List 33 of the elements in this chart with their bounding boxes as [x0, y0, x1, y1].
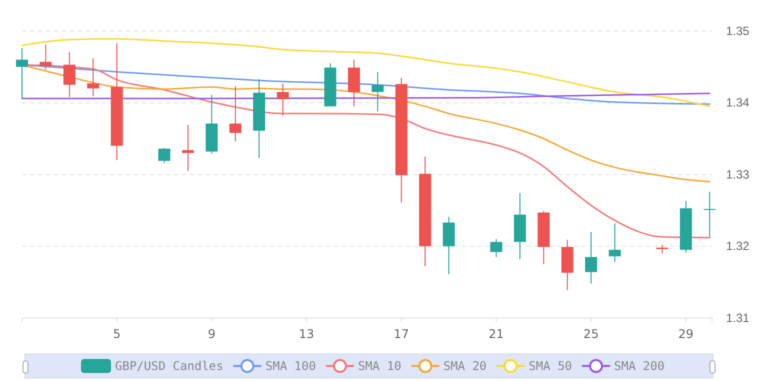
candlestick [87, 58, 100, 97]
candlestick [585, 231, 598, 284]
x-tick-label: 5 [113, 327, 121, 342]
y-tick-label: 1.35 [726, 24, 750, 38]
y-tick-label: 1.32 [726, 239, 750, 254]
candlestick [40, 44, 52, 70]
x-tick-label: 25 [583, 327, 599, 342]
candlestick [490, 238, 502, 258]
x-tick-label: 29 [678, 327, 694, 342]
candlestick [158, 147, 170, 164]
x-tick-label: 21 [488, 327, 504, 342]
candlestick [229, 86, 242, 142]
x-tick-label: 13 [298, 327, 314, 342]
y-tick-label: 1.33 [726, 167, 750, 182]
candlestick [608, 222, 621, 263]
candlestick [16, 48, 28, 99]
line-series [21, 38, 710, 108]
candlestick [372, 71, 384, 112]
candlestick [63, 51, 76, 98]
candlestick [442, 216, 455, 275]
candlestick [704, 191, 716, 238]
legend-label: SMA 50 [528, 359, 572, 373]
x-tick-label: 17 [394, 327, 410, 342]
legend-label: SMA 200 [614, 359, 665, 373]
x-tick-label: 9 [208, 327, 216, 342]
legend-label: GBP/USD Candles [115, 359, 224, 373]
y-tick-label: 1.31 [726, 310, 750, 325]
legend-label: SMA 20 [443, 359, 487, 373]
candlestick [276, 82, 289, 116]
legend-label: SMA 10 [358, 359, 402, 373]
candlestick [182, 124, 194, 172]
y-tick-label: 1.34 [726, 96, 750, 110]
legend-label: SMA 100 [265, 359, 316, 373]
